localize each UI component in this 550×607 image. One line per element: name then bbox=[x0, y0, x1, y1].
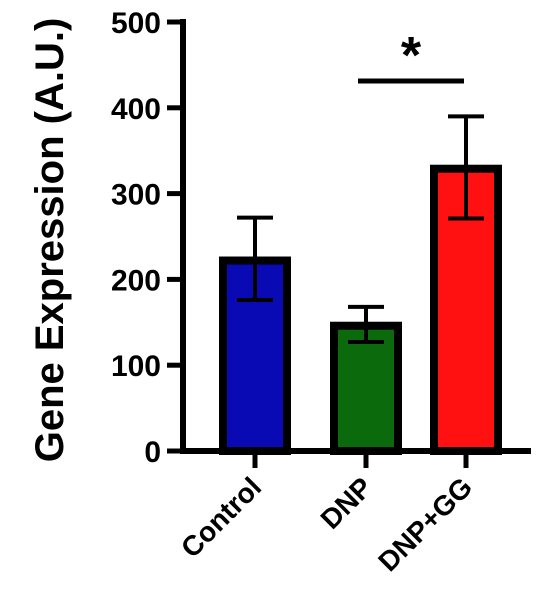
x-tick-label-control: Control bbox=[175, 471, 267, 563]
y-tick-label-0: 0 bbox=[144, 436, 161, 469]
y-tick-label-400: 400 bbox=[111, 93, 161, 126]
x-tick-label-dnp: DNP bbox=[315, 471, 379, 535]
y-tick-label-300: 300 bbox=[111, 179, 161, 212]
x-tick-label-dnp-gg: DNP+GG bbox=[372, 471, 478, 577]
y-tick-label-100: 100 bbox=[111, 350, 161, 383]
y-axis-label: Gene Expression (A.U.) bbox=[28, 18, 72, 463]
significance-star: * bbox=[401, 27, 422, 85]
bar-dnp bbox=[330, 321, 402, 455]
y-tick-label-500: 500 bbox=[111, 7, 161, 40]
y-tick-label-200: 200 bbox=[111, 264, 161, 297]
